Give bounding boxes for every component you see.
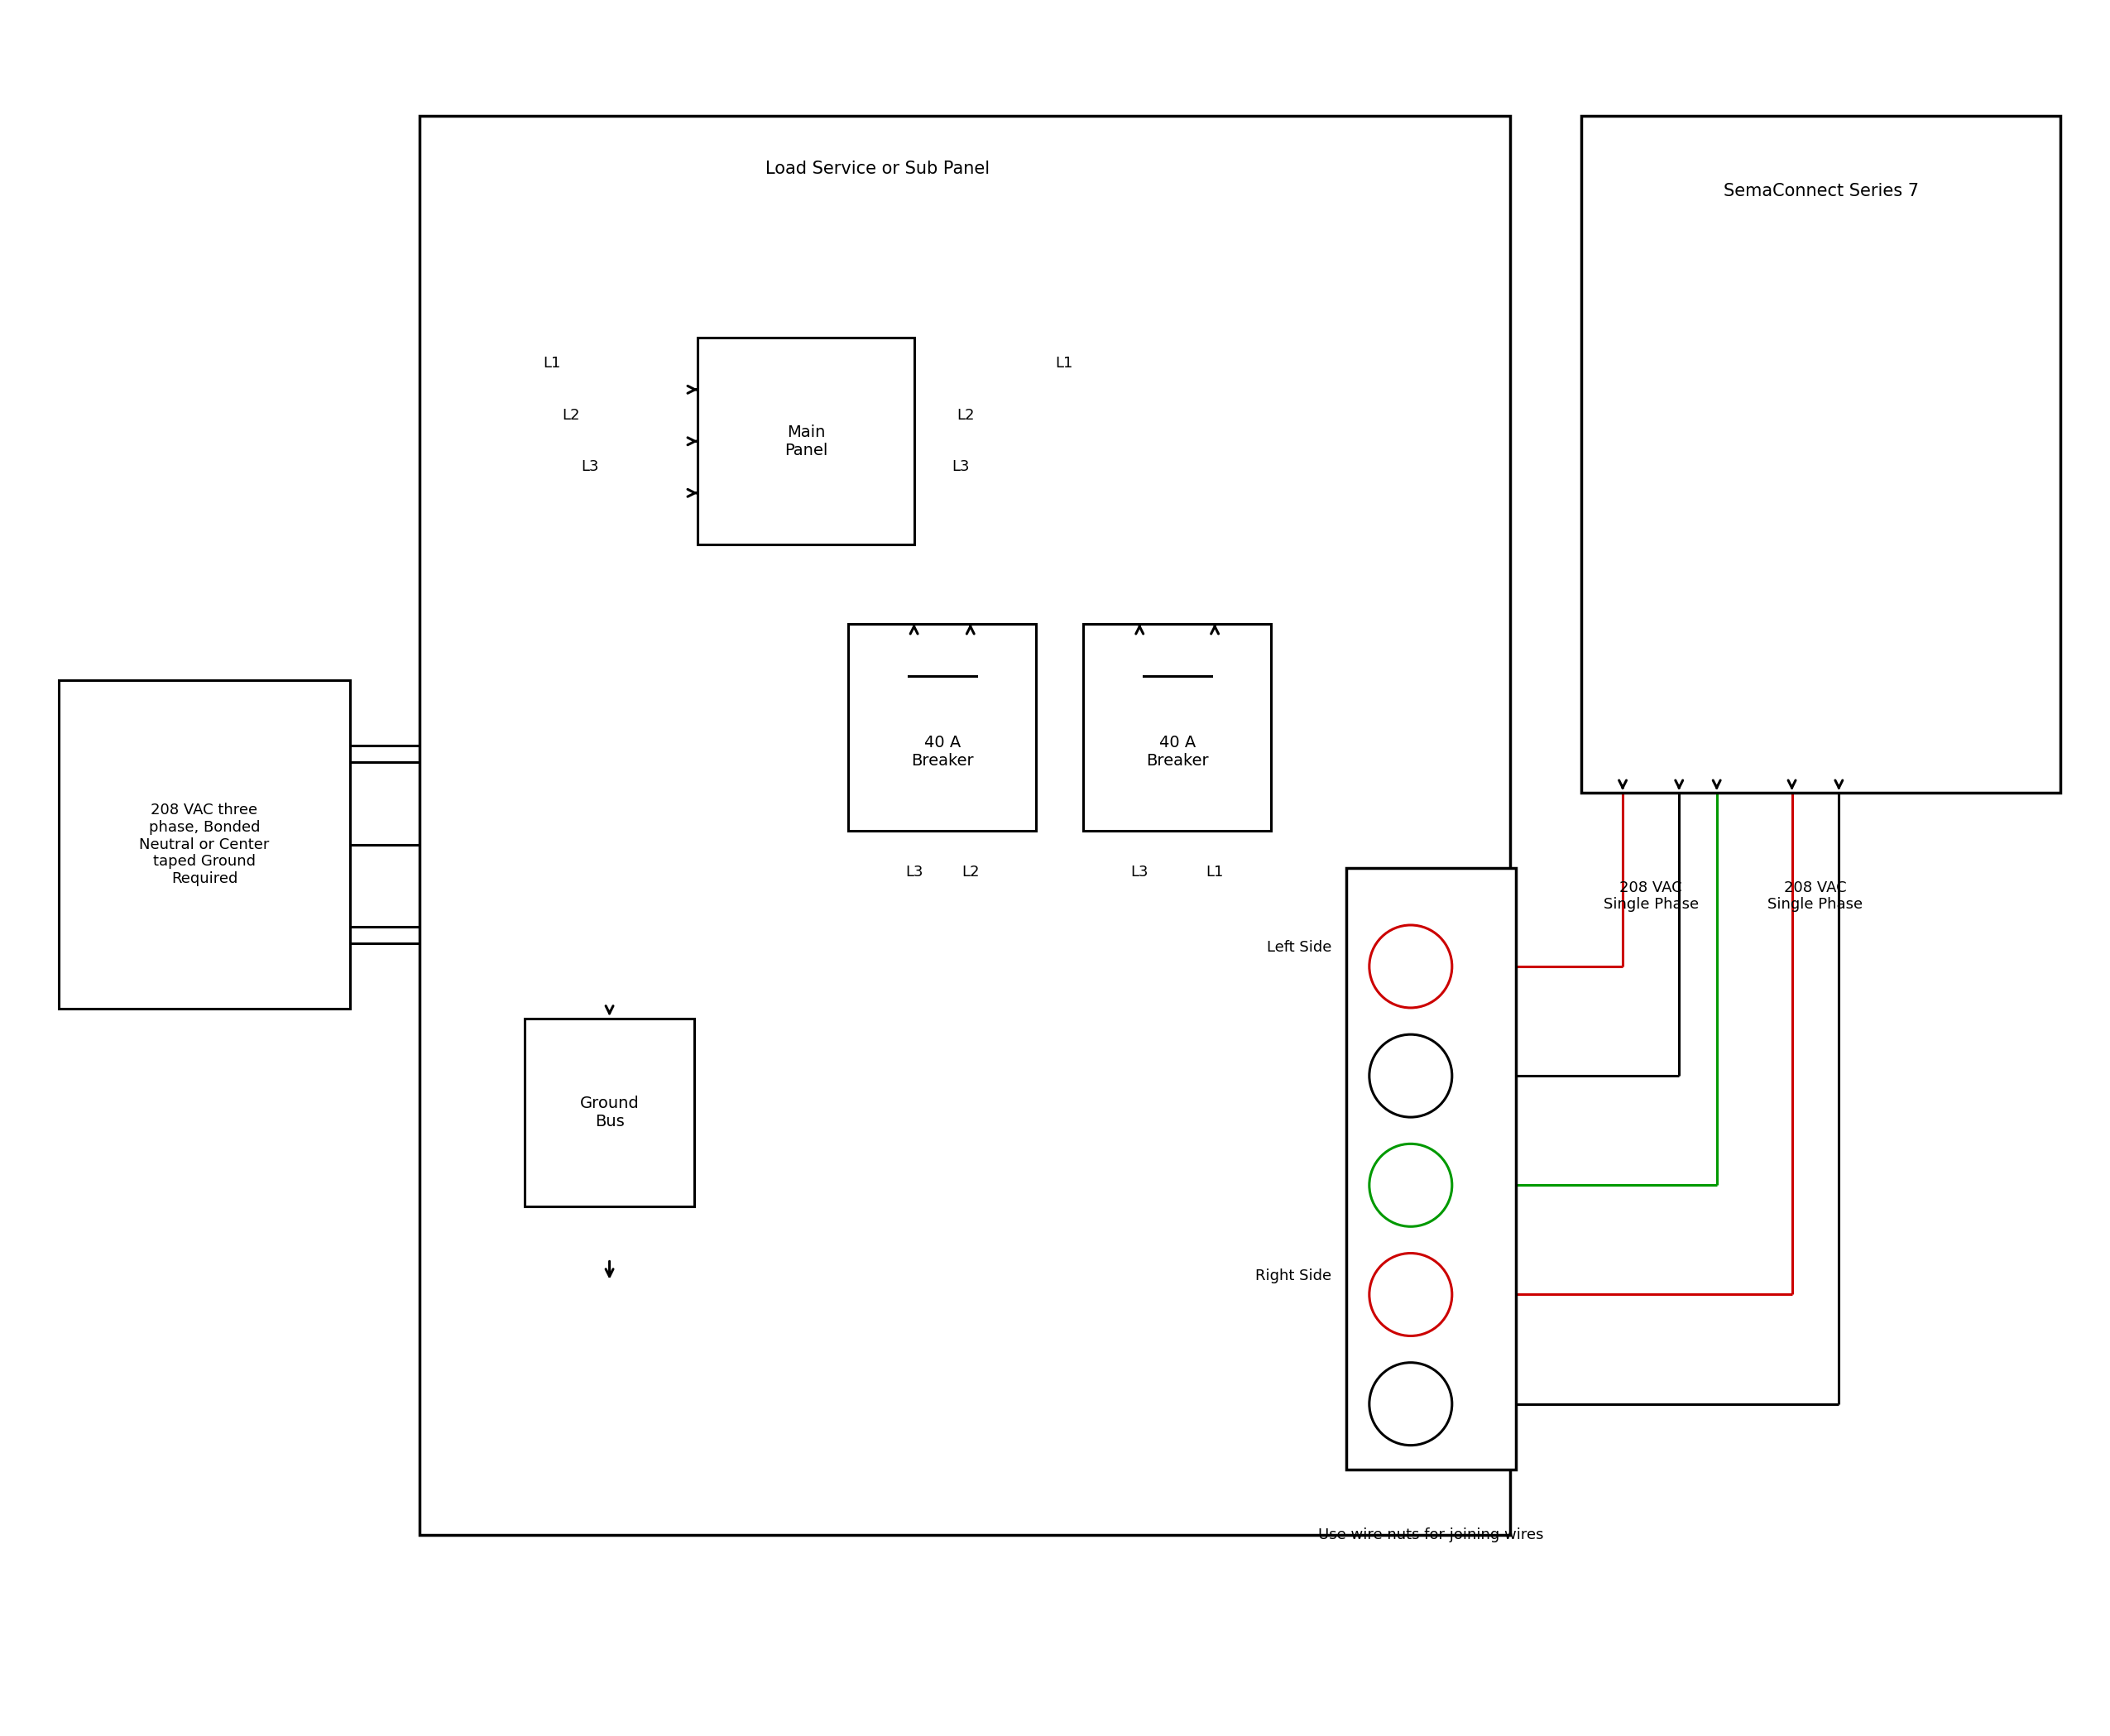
Text: 208 VAC
Single Phase: 208 VAC Single Phase bbox=[1768, 880, 1863, 911]
Circle shape bbox=[1369, 1035, 1452, 1118]
Text: 40 A
Breaker: 40 A Breaker bbox=[912, 734, 973, 769]
Text: L3: L3 bbox=[905, 865, 922, 878]
Text: Right Side: Right Side bbox=[1255, 1269, 1331, 1283]
Text: L3: L3 bbox=[1131, 865, 1148, 878]
Text: 208 VAC three
phase, Bonded
Neutral or Center
taped Ground
Required: 208 VAC three phase, Bonded Neutral or C… bbox=[139, 802, 270, 887]
Circle shape bbox=[1369, 1253, 1452, 1337]
Bar bbox=[525, 1019, 694, 1207]
Text: Main
Panel: Main Panel bbox=[785, 424, 827, 458]
Text: Load Service or Sub Panel: Load Service or Sub Panel bbox=[766, 160, 990, 177]
Text: SemaConnect Series 7: SemaConnect Series 7 bbox=[1724, 182, 1918, 200]
Text: L3: L3 bbox=[580, 460, 599, 474]
Circle shape bbox=[1369, 1363, 1452, 1446]
Bar bbox=[848, 623, 1036, 830]
Bar bbox=[1580, 116, 2061, 793]
Text: L3: L3 bbox=[952, 460, 971, 474]
Circle shape bbox=[1369, 925, 1452, 1009]
Text: L1: L1 bbox=[1055, 356, 1074, 372]
Text: L1: L1 bbox=[1207, 865, 1224, 878]
Text: Left Side: Left Side bbox=[1266, 941, 1331, 955]
Text: 40 A
Breaker: 40 A Breaker bbox=[1146, 734, 1209, 769]
Bar bbox=[420, 116, 1511, 1535]
Circle shape bbox=[1369, 1144, 1452, 1227]
Text: L1: L1 bbox=[542, 356, 561, 372]
Text: L2: L2 bbox=[561, 408, 580, 422]
Bar bbox=[698, 339, 914, 545]
Bar bbox=[1346, 868, 1515, 1470]
Text: L2: L2 bbox=[956, 408, 975, 422]
Text: Use wire nuts for joining wires: Use wire nuts for joining wires bbox=[1319, 1528, 1545, 1543]
Text: Ground
Bus: Ground Bus bbox=[580, 1095, 639, 1130]
Bar bbox=[59, 681, 350, 1009]
Text: L2: L2 bbox=[962, 865, 979, 878]
Text: 208 VAC
Single Phase: 208 VAC Single Phase bbox=[1604, 880, 1699, 911]
Bar bbox=[1082, 623, 1270, 830]
